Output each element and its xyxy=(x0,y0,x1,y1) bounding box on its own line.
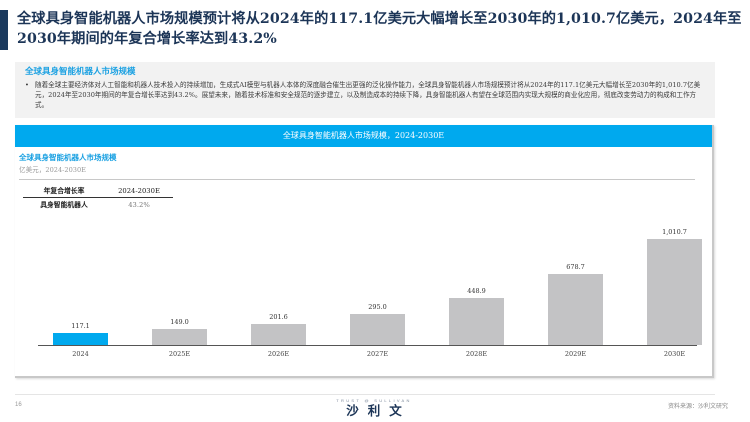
logo-name: 沙利文 xyxy=(346,403,411,418)
cagr-header-period: 2024-2030E xyxy=(118,187,160,195)
chart-title: 全球具身智能机器人市场规模 xyxy=(19,153,117,162)
x-tick-label: 2029E xyxy=(564,350,587,358)
summary-callout: 全球具身智能机器人市场规模 • 随着全球主要经济体对人工智能和机器人技术投入的持… xyxy=(15,62,715,118)
cagr-row-value: 43.2% xyxy=(128,201,150,209)
bar-chart: 117.1 2024 149.0 2025E 201.6 2026E 295.0 2027E 4… xyxy=(22,205,702,370)
x-tick-label: 2026E xyxy=(267,350,290,358)
x-tick-label: 2030E xyxy=(663,350,686,358)
callout-bullet-item: • 随着全球主要经济体对人工智能和机器人技术投入的持续增加，生成式AI模型与机器… xyxy=(25,80,705,110)
footer-divider xyxy=(15,394,715,395)
bar xyxy=(152,329,207,345)
chart-panel: 全球具身智能机器人市场规模，2024-2030E 全球具身智能机器人市场规模 亿… xyxy=(15,125,714,378)
callout-text: 随着全球主要经济体对人工智能和机器人技术投入的持续增加，生成式AI模型与机器人本… xyxy=(35,81,701,109)
bar-value-label: 1,010.7 xyxy=(662,228,687,236)
bar xyxy=(647,239,702,345)
bar-value-label: 295.0 xyxy=(368,303,387,311)
bar-value-label: 117.1 xyxy=(71,322,90,330)
bar xyxy=(53,333,108,345)
source-note: 资料来源：沙利文研究 xyxy=(667,403,728,410)
title-accent-bar xyxy=(0,10,8,50)
bar xyxy=(251,324,306,345)
callout-heading: 全球具身智能机器人市场规模 xyxy=(25,67,136,77)
x-tick-label: 2024 xyxy=(72,350,89,358)
x-tick-label: 2025E xyxy=(168,350,191,358)
cagr-table: 年复合增长率 2024-2030E 具身智能机器人 43.2% xyxy=(23,185,173,212)
x-axis xyxy=(38,345,697,346)
bar xyxy=(350,314,405,345)
page-title: 全球具身智能机器人市场规模预计将从2024年的117.1亿美元大幅增长至2030… xyxy=(17,11,742,47)
panel-header: 全球具身智能机器人市场规模，2024-2030E xyxy=(15,125,712,147)
x-tick-label: 2028E xyxy=(465,350,488,358)
bar-value-label: 149.0 xyxy=(170,318,189,326)
page-number: 16 xyxy=(15,402,22,408)
cagr-row-label: 具身智能机器人 xyxy=(40,201,88,209)
cagr-table-header: 年复合增长率 2024-2030E xyxy=(23,185,173,198)
x-tick-label: 2027E xyxy=(366,350,389,358)
divider xyxy=(19,179,695,180)
logo-tagline: TRUST @ SULLIVAN xyxy=(336,398,412,403)
bar xyxy=(548,274,603,345)
chart-unit: 亿美元，2024-2030E xyxy=(19,166,86,174)
bar xyxy=(449,298,504,345)
bullet-icon: • xyxy=(25,81,29,89)
table-row: 具身智能机器人 43.2% xyxy=(23,198,173,212)
cagr-header-label: 年复合增长率 xyxy=(43,187,85,195)
sullivan-logo: TRUST @ SULLIVAN 沙利文 xyxy=(318,398,430,418)
bar-value-label: 201.6 xyxy=(269,313,288,321)
bar-value-label: 448.9 xyxy=(467,287,486,295)
bar-value-label: 678.7 xyxy=(566,263,585,271)
